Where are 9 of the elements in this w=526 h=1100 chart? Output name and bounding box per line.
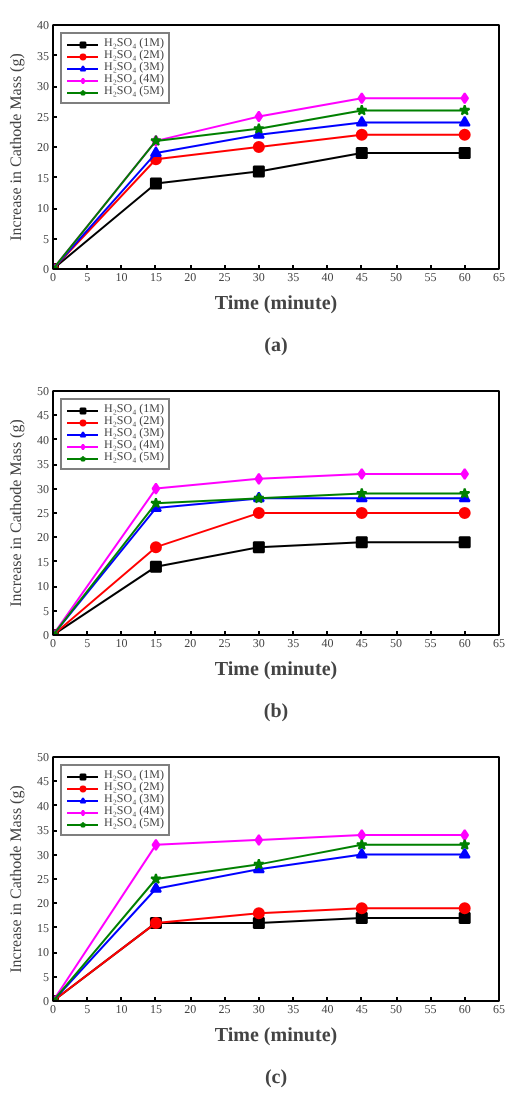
y-axis-title: Increase in Cathode Mass (g) [7, 784, 25, 973]
y-axis-title: Increase in Cathode Mass (g) [7, 52, 25, 241]
x-axis-title: Time (minute) [214, 293, 338, 315]
text: (a) [264, 335, 288, 357]
text: (c) [264, 1067, 288, 1089]
x-axis-title: Time (minute) [214, 1025, 338, 1047]
x-axis-title: Time (minute) [214, 659, 338, 681]
y-axis-title: Increase in Cathode Mass (g) [7, 418, 25, 607]
text: (b) [263, 701, 289, 723]
